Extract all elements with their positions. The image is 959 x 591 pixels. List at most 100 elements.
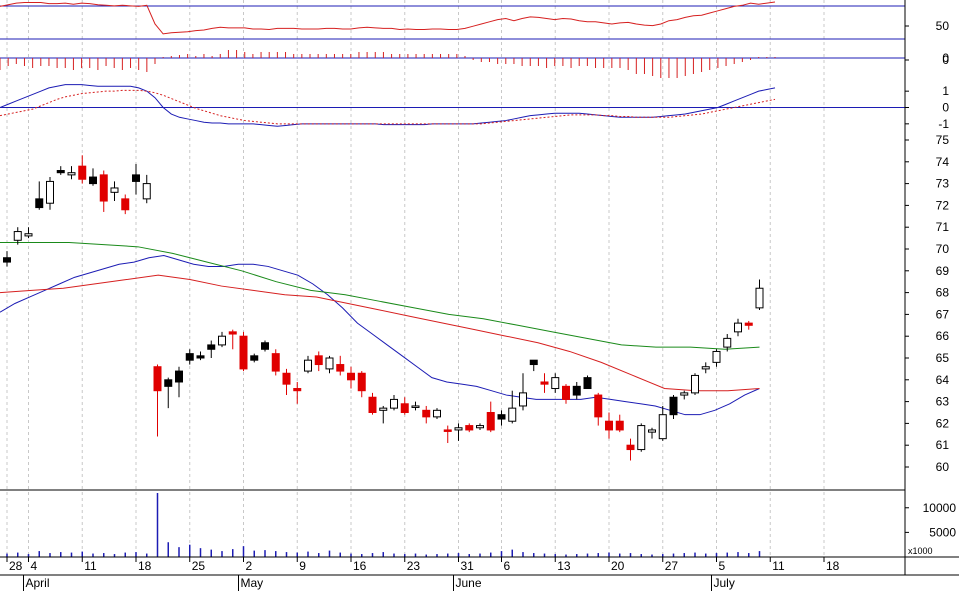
candle-body [669, 396, 678, 416]
candle-body [508, 407, 517, 422]
y-tick-label: 65 [936, 351, 950, 365]
y-tick-label: 69 [936, 264, 950, 278]
y-tick-label: 5000 [929, 525, 956, 539]
candle-body [519, 392, 527, 407]
candle-body [443, 429, 452, 432]
x-tick-label: 13 [557, 559, 571, 573]
candle-body [497, 414, 506, 420]
candle-body [261, 342, 269, 350]
volume-unit-label: x1000 [908, 546, 933, 556]
x-tick-label: 20 [611, 559, 625, 573]
candle-body [132, 174, 140, 182]
candle-body [529, 359, 538, 366]
y-tick-label: 50 [936, 19, 950, 33]
axis-labels: 500010-175747372717069686766656463626160… [9, 19, 956, 590]
candle-body [347, 372, 355, 381]
x-tick-label: 31 [461, 559, 475, 573]
candle-body [465, 425, 474, 431]
candle-body [658, 414, 667, 440]
candle-body [390, 398, 398, 409]
candle-body [755, 287, 764, 309]
candle-body [121, 198, 130, 211]
candle-body [293, 388, 302, 392]
candle-body [325, 357, 334, 370]
candle-body [142, 183, 151, 200]
y-tick-label: 60 [936, 460, 950, 474]
x-tick-label: 11 [84, 559, 97, 573]
y-tick-label: 66 [936, 329, 950, 343]
candle-body [89, 176, 97, 185]
y-tick-label: 0 [942, 53, 949, 67]
candle-body [411, 405, 420, 408]
y-tick-label: 70 [936, 242, 950, 256]
macd-signal-line [0, 89, 776, 125]
candle-body [626, 444, 635, 451]
candle-body [24, 233, 33, 237]
volume-panel [6, 493, 761, 557]
candle-body [540, 381, 549, 385]
candle-body [336, 364, 345, 372]
candle-body [605, 420, 613, 431]
candle-body [228, 331, 237, 335]
y-tick-label: 73 [936, 177, 950, 191]
candle-body [46, 180, 54, 204]
y-tick-label: 75 [936, 133, 950, 147]
candle-body [368, 396, 377, 413]
candle-body [615, 420, 624, 431]
x-tick-label: 6 [504, 559, 511, 573]
y-tick-label: 0 [942, 101, 949, 115]
candle-body [583, 377, 592, 390]
candle-body [153, 366, 162, 392]
candle-body [637, 425, 646, 451]
momentum-panel [0, 50, 905, 78]
candle-body [433, 409, 441, 418]
macd-panel [0, 84, 905, 127]
candle-body [691, 374, 699, 394]
macd-line [0, 84, 776, 127]
y-tick-label: 74 [936, 155, 950, 169]
x-tick-label: 27 [665, 559, 679, 573]
candle-body [551, 377, 560, 390]
candle-body [3, 257, 11, 263]
candle-body [454, 427, 463, 431]
x-tick-label: 5 [719, 559, 726, 573]
x-tick-label: 25 [192, 559, 206, 573]
candle-body [110, 187, 119, 193]
candle-body [35, 198, 44, 209]
y-tick-label: 72 [936, 198, 950, 212]
candle-body [78, 165, 87, 180]
candle-body [572, 385, 581, 396]
month-label: June [456, 576, 482, 590]
y-tick-label: 63 [936, 395, 950, 409]
x-tick-label: 11 [772, 559, 785, 573]
candle-body [250, 355, 259, 361]
candle-body [56, 170, 65, 174]
candle-body [207, 344, 216, 350]
candle-body [218, 335, 226, 346]
month-label: July [714, 576, 735, 590]
candle-body [712, 350, 721, 363]
x-tick-label: 4 [31, 559, 38, 573]
candle-body [185, 353, 194, 361]
candle-body [562, 385, 570, 400]
candle-body [476, 425, 484, 429]
candle-body [486, 412, 495, 431]
y-tick-label: 64 [936, 373, 950, 387]
grid [6, 0, 825, 557]
candle-body [422, 409, 431, 418]
candle-body [304, 359, 312, 372]
y-tick-label: 0 [942, 51, 949, 65]
ma-blue-line [0, 255, 760, 416]
candle-body [282, 372, 291, 385]
candle-body [239, 335, 248, 370]
y-tick-label: 62 [936, 416, 950, 430]
x-tick-label: 18 [826, 559, 840, 573]
candle-body [744, 322, 753, 326]
y-tick-label: 10000 [923, 501, 957, 515]
candle-body [67, 172, 76, 176]
candle-body [701, 366, 710, 370]
rsi-panel [0, 1, 905, 40]
month-label: April [26, 576, 50, 590]
